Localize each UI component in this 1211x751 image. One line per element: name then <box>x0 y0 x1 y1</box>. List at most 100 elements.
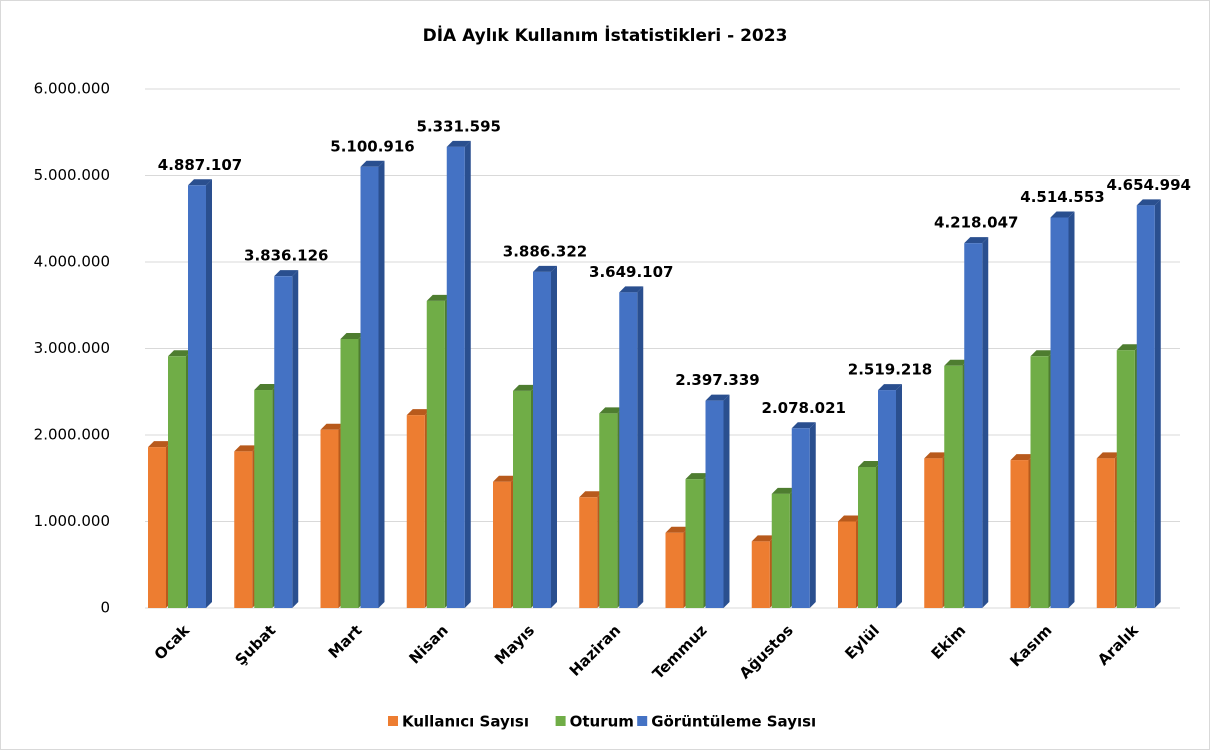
bar-top <box>791 422 816 429</box>
bar-top <box>493 475 517 482</box>
bar-top <box>1030 350 1055 357</box>
legend-swatch <box>555 716 566 726</box>
value-label: 3.886.322 <box>503 242 587 260</box>
bar-top <box>513 384 537 391</box>
y-tick-label: 0 <box>100 599 110 617</box>
bar <box>791 428 810 608</box>
bar-top <box>685 473 710 480</box>
bar <box>274 276 293 608</box>
bar-top <box>751 535 776 542</box>
bar-top <box>234 445 259 452</box>
bar-top <box>1116 344 1141 351</box>
legend-label: Görüntüleme Sayısı <box>651 713 816 731</box>
bar <box>878 390 896 608</box>
value-label: 3.649.107 <box>589 263 673 281</box>
bar <box>1010 460 1029 608</box>
bar <box>513 390 531 608</box>
bar <box>493 481 511 608</box>
chart-title: DİA Aylık Kullanım İstatistikleri - 2023 <box>423 24 788 46</box>
legend-swatch <box>637 716 648 726</box>
bar-top <box>148 441 172 448</box>
legend-swatch <box>388 716 398 726</box>
bar-side <box>896 384 902 608</box>
bar-side <box>292 270 299 608</box>
bar-top <box>579 491 604 498</box>
bar <box>579 497 598 608</box>
bar-top <box>533 265 557 272</box>
bar <box>426 300 445 608</box>
bar-side <box>551 265 557 608</box>
bar-side <box>982 237 989 609</box>
bar-top <box>1136 199 1161 206</box>
bar <box>924 458 943 608</box>
y-tick-label: 3.000.000 <box>34 339 110 357</box>
bar-top <box>360 160 385 167</box>
bar <box>685 479 704 608</box>
bar-top <box>665 526 690 533</box>
bar <box>446 146 465 609</box>
bar-top <box>320 423 345 430</box>
bar-side <box>809 422 816 608</box>
bar-top <box>168 350 192 357</box>
bar <box>665 532 684 608</box>
value-label: 2.078.021 <box>762 399 846 417</box>
bar <box>168 356 186 608</box>
bar-top <box>426 294 451 301</box>
bar <box>148 447 166 608</box>
value-label: 4.218.047 <box>934 214 1018 232</box>
bar <box>254 390 273 608</box>
bar <box>771 493 790 608</box>
value-label: 4.654.994 <box>1107 176 1191 194</box>
bar-top <box>771 487 796 494</box>
bar-side <box>1068 211 1075 609</box>
value-label: 3.836.126 <box>244 247 328 265</box>
bar <box>340 338 359 608</box>
bar <box>320 429 339 608</box>
bar-top <box>254 384 279 391</box>
value-label: 5.100.916 <box>330 137 414 155</box>
y-tick-label: 1.000.000 <box>34 512 110 530</box>
bar-top <box>406 409 431 416</box>
bar-side <box>464 140 471 609</box>
y-tick-label: 5.000.000 <box>34 166 110 184</box>
bar-side <box>1154 199 1161 608</box>
bar <box>858 467 876 608</box>
bar <box>964 243 983 609</box>
bar-top <box>924 452 949 459</box>
bar-top <box>446 140 471 147</box>
bar <box>619 292 638 608</box>
bar <box>751 541 770 608</box>
value-label: 2.519.218 <box>848 361 932 379</box>
bar <box>838 521 856 608</box>
bar-top <box>188 179 212 186</box>
bar-top <box>964 237 989 244</box>
bar <box>234 451 253 608</box>
bar <box>188 185 206 608</box>
bar <box>705 400 724 608</box>
bar-top <box>340 332 365 339</box>
bar <box>406 415 425 608</box>
bar-top <box>1096 452 1121 459</box>
value-label: 4.514.553 <box>1020 188 1104 206</box>
bar <box>1136 205 1155 608</box>
value-label: 5.331.595 <box>417 117 501 135</box>
bar-top <box>274 270 299 277</box>
y-tick-label: 2.000.000 <box>34 426 110 444</box>
bar <box>1096 458 1115 608</box>
bar <box>1050 217 1069 609</box>
bar-top <box>1050 211 1075 218</box>
bar-top <box>838 515 862 522</box>
bar-top <box>599 407 624 414</box>
bar-side <box>723 394 730 608</box>
bar <box>1030 356 1049 608</box>
bar-side <box>637 286 644 608</box>
bar-side <box>206 179 212 608</box>
y-tick-label: 6.000.000 <box>34 80 110 98</box>
bar <box>944 365 963 608</box>
bar <box>599 413 618 608</box>
legend-label: Oturum <box>570 713 634 731</box>
bar <box>533 271 551 608</box>
value-label: 2.397.339 <box>675 371 759 389</box>
value-label: 4.887.107 <box>158 156 242 174</box>
